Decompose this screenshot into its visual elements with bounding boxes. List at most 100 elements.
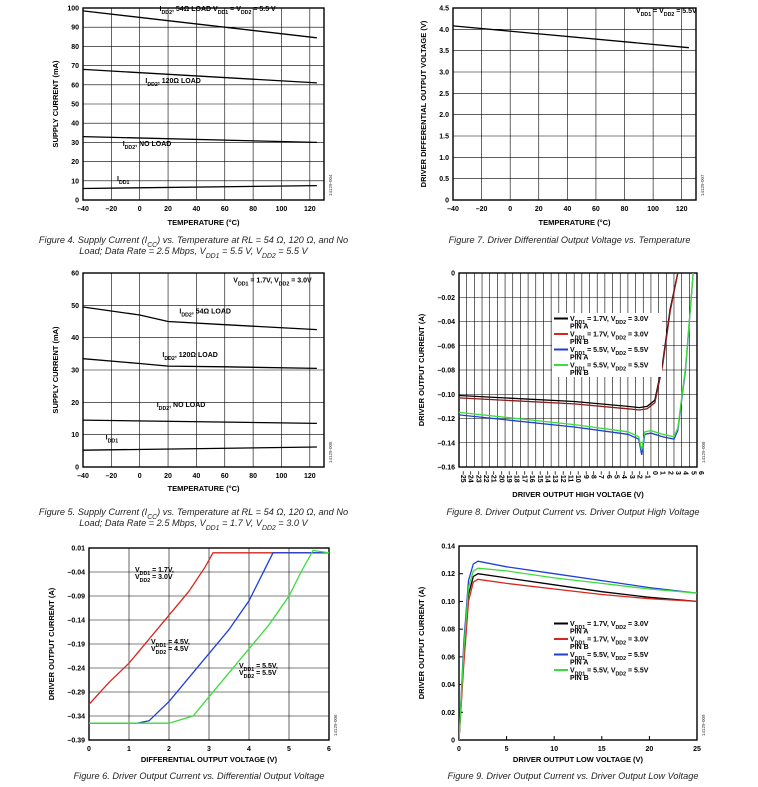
- x-tick-label: 2: [666, 471, 673, 475]
- x-tick-label: –25: [459, 471, 466, 483]
- chart-fig4: –40 –20 0 20 40 60 80 100 120 0 10 20 30 40 50 60 70 80 90…: [39, 6, 348, 260]
- x-tick-label: 80: [249, 206, 257, 213]
- x-tick-label: –11: [566, 471, 573, 482]
- y-tick-label: 0.10: [441, 599, 455, 606]
- series-line-3: [89, 549, 329, 724]
- x-tick-label: 100: [647, 206, 659, 213]
- y-tick-label: 0: [451, 738, 455, 745]
- x-tick-label: –9: [582, 471, 589, 479]
- x-tick-label: –20: [476, 206, 488, 213]
- x-tick-label: 5: [689, 471, 696, 475]
- x-tick-label: 100: [276, 473, 288, 480]
- series-line-4: [459, 273, 694, 451]
- legend-label: VDD1 = 5.5V, VDD2 = 5.5V: [570, 652, 649, 662]
- x-tick-label: –40: [77, 473, 89, 480]
- legend-label: PIN B: [570, 339, 589, 346]
- y-tick-label: 10: [71, 432, 79, 439]
- y-tick-label: –0.04: [437, 319, 455, 326]
- series-line-2: [83, 68, 317, 84]
- y-tick-label: –0.24: [67, 666, 85, 673]
- legend-background: [552, 313, 662, 377]
- x-tick-label: –3: [628, 471, 635, 479]
- y-tick-label: 4.0: [439, 27, 449, 34]
- side-identifier: 14129-004: [328, 174, 333, 196]
- y-tick-label: 1.0: [439, 155, 449, 162]
- annotation-label: VDD2 = 4.5V: [151, 646, 189, 656]
- annotation-label: IDD2, 54Ω LOAD: [179, 308, 231, 318]
- x-tick-label: 40: [563, 206, 571, 213]
- series-line-4: [83, 446, 317, 451]
- annotation-label: IDD2, NO LOAD: [157, 402, 206, 412]
- y-tick-label: 90: [71, 25, 79, 32]
- y-tick-label: 0.5: [439, 176, 449, 183]
- figure-caption: Figure 7. Driver Differential Output Vol…: [449, 235, 691, 245]
- legend-label: PIN B: [570, 644, 589, 651]
- x-tick-label: –7: [597, 471, 604, 479]
- y-tick-label: 3.5: [439, 48, 449, 55]
- x-tick-label: 0: [138, 206, 142, 213]
- legend-label: VDD1 = 1.7V, VDD2 = 3.0V: [570, 621, 649, 631]
- x-tick-label: 20: [646, 746, 654, 753]
- x-tick-label: 0: [457, 746, 461, 753]
- y-axis-label: DRIVER DIFFERENTIAL OUTPUT VOLTAGE (V): [419, 20, 428, 187]
- y-tick-label: –0.39: [67, 738, 85, 745]
- legend-label: PIN A: [570, 355, 588, 362]
- legend-label: PIN A: [570, 660, 588, 667]
- series-line-2: [83, 358, 317, 370]
- y-axis-label: SUPPLY CURRENT (mA): [51, 60, 60, 148]
- annotation-label: IDD2, 54Ω LOAD VDD1 = VDD2 = 5.5 V: [160, 6, 276, 16]
- x-tick-label: 60: [221, 473, 229, 480]
- y-tick-label: 50: [71, 303, 79, 310]
- plot-frame: [458, 545, 698, 741]
- x-axis-label: TEMPERATURE (°C): [538, 218, 611, 227]
- y-tick-label: 1.5: [439, 134, 449, 141]
- x-tick-label: 20: [164, 206, 172, 213]
- x-tick-label: –16: [528, 471, 535, 483]
- x-tick-label: 80: [621, 206, 629, 213]
- x-tick-label: 15: [598, 746, 606, 753]
- x-tick-label: 3: [207, 746, 211, 753]
- y-tick-label: 50: [71, 102, 79, 109]
- figure-caption: Figure 9. Driver Output Current vs. Driv…: [448, 771, 699, 781]
- x-tick-label: –8: [590, 471, 597, 479]
- x-tick-label: 1: [127, 746, 131, 753]
- x-tick-label: –40: [77, 206, 89, 213]
- annotation-label: IDD2, 120Ω LOAD: [162, 352, 217, 362]
- y-tick-label: 100: [67, 6, 79, 13]
- plot-frame: [458, 272, 698, 468]
- legend-label: PIN A: [570, 629, 588, 636]
- chart-fig8: –25 –24 –23 –22 –21 –20 –19 –18 –17 –16 –15 –14 –13–…: [417, 271, 706, 518]
- y-tick-label: 0.02: [441, 710, 455, 717]
- plot-frame: [82, 272, 325, 468]
- y-tick-label: –0.29: [67, 690, 85, 697]
- y-tick-label: 20: [71, 400, 79, 407]
- series-line-2: [459, 578, 697, 740]
- x-tick-label: –20: [106, 473, 118, 480]
- x-tick-label: 6: [327, 746, 331, 753]
- x-tick-label: 120: [304, 206, 316, 213]
- x-tick-label: 4: [682, 471, 689, 475]
- x-tick-label: –22: [482, 471, 489, 483]
- annotation-label: VDD1 = 1.7V,: [135, 567, 174, 577]
- side-identifier: 14129-008: [701, 441, 706, 463]
- legend-label: VDD1 = 1.7V, VDD2 = 3.0V: [570, 316, 649, 326]
- x-tick-label: 0: [87, 746, 91, 753]
- y-tick-label: 4.5: [439, 6, 449, 13]
- chart-fig5: –40 –20 0 20 40 60 80 100 120 0 10 20 30 40 50 60 TEMPER…: [39, 271, 348, 532]
- series-line-1: [83, 10, 317, 39]
- x-tick-label: 10: [550, 746, 558, 753]
- y-tick-label: 60: [71, 271, 79, 278]
- x-tick-label: –6: [605, 471, 612, 479]
- x-tick-label: 25: [693, 746, 701, 753]
- y-tick-label: –0.12: [437, 416, 455, 423]
- y-tick-label: 30: [71, 368, 79, 375]
- x-tick-label: –2: [636, 471, 643, 479]
- chart-fig9: 0 5 10 15 20 25 0 0.02 0.04 0.06 0.08 0.10 0.12 0.14 D…: [417, 544, 706, 782]
- x-tick-label: –17: [520, 471, 527, 483]
- legend-label: VDD1 = 5.5V, VDD2 = 5.5V: [570, 347, 649, 357]
- plot-frame: [82, 7, 325, 201]
- annotation-label: VDD1 = 1.7V, VDD2 = 3.0V: [233, 278, 312, 288]
- x-tick-label: 4: [247, 746, 251, 753]
- x-axis-label: TEMPERATURE (°C): [167, 218, 240, 227]
- plot-frame: [88, 547, 330, 741]
